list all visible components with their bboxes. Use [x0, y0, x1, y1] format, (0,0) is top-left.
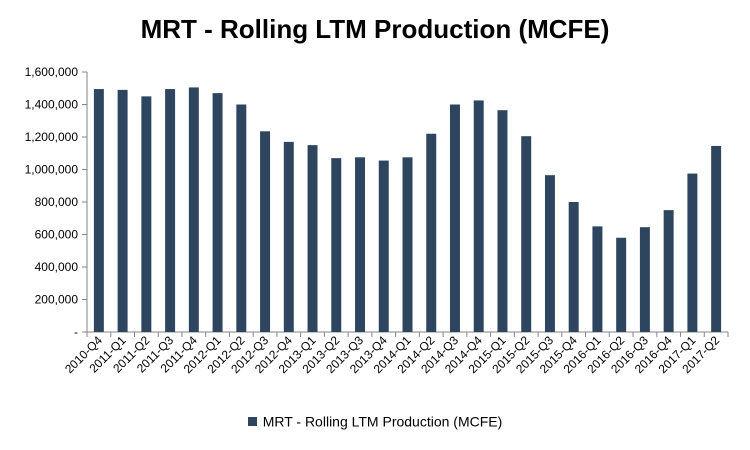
- bar: [687, 173, 698, 332]
- bar: [165, 89, 176, 332]
- y-tick-label: 1,600,000: [25, 65, 79, 79]
- y-tick-label: 1,000,000: [25, 163, 79, 177]
- bar: [117, 89, 128, 332]
- y-tick-label: 600,000: [35, 228, 79, 242]
- bar: [663, 210, 674, 332]
- y-tick-label: 1,400,000: [25, 98, 79, 112]
- bar: [307, 145, 318, 332]
- bar: [544, 175, 555, 332]
- bar: [426, 133, 437, 332]
- bar: [260, 131, 271, 332]
- y-tick-label: -: [74, 325, 78, 339]
- bar: [93, 89, 104, 332]
- bar: [521, 136, 532, 332]
- bar: [497, 110, 508, 332]
- bar: [711, 145, 722, 332]
- bar: [141, 96, 152, 332]
- chart-title: MRT - Rolling LTM Production (MCFE): [140, 14, 610, 44]
- bar: [236, 104, 247, 332]
- y-tick-label: 400,000: [35, 260, 79, 274]
- bar: [568, 202, 579, 332]
- bar: [449, 104, 460, 332]
- bar: [402, 157, 413, 332]
- legend-swatch: [247, 416, 257, 426]
- bar: [639, 227, 650, 332]
- bar: [616, 237, 627, 332]
- bar: [331, 158, 342, 332]
- y-tick-label: 1,200,000: [25, 130, 79, 144]
- legend: MRT - Rolling LTM Production (MCFE): [0, 412, 750, 429]
- y-tick-label: 800,000: [35, 195, 79, 209]
- bar: [473, 100, 484, 332]
- bar: [378, 160, 389, 332]
- bar: [283, 141, 294, 332]
- bar: [592, 226, 603, 332]
- bar: [212, 93, 223, 332]
- bar: [355, 157, 366, 332]
- legend-label: MRT - Rolling LTM Production (MCFE): [262, 413, 503, 430]
- y-tick-label: 200,000: [35, 293, 79, 307]
- bar: [188, 87, 199, 332]
